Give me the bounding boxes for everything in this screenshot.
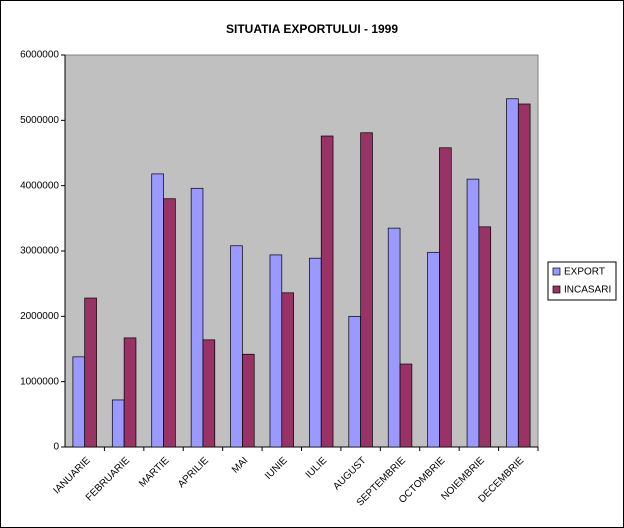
- bar: [202, 339, 216, 448]
- y-tick-label: 3000000: [20, 246, 59, 257]
- y-tick-label: 2000000: [20, 311, 59, 322]
- bar: [506, 98, 519, 448]
- bar: [466, 178, 480, 448]
- legend-swatch: [552, 285, 561, 294]
- bar: [230, 245, 243, 448]
- bar: [387, 227, 401, 448]
- y-tick-label: 1000000: [20, 376, 59, 387]
- bar: [478, 226, 492, 448]
- bar: [163, 198, 176, 448]
- bar: [151, 173, 164, 448]
- bar: [281, 292, 294, 448]
- bar: [72, 356, 86, 448]
- bar: [427, 251, 440, 448]
- plot-area: [64, 54, 539, 448]
- y-tick-label: 6000000: [20, 50, 59, 61]
- legend-swatch: [552, 267, 561, 276]
- bar: [309, 257, 322, 448]
- legend-label: EXPORT: [564, 267, 605, 278]
- bar: [242, 353, 255, 448]
- legend-label: INCASARI: [564, 285, 611, 296]
- bar: [360, 132, 373, 448]
- y-tick-label: 5000000: [20, 115, 59, 126]
- chart-title: SITUATIA EXPORTULUI - 1999: [226, 22, 398, 36]
- bar: [84, 297, 97, 448]
- bar: [517, 103, 531, 448]
- bar: [111, 399, 125, 448]
- bar: [399, 363, 413, 448]
- bar: [320, 135, 334, 448]
- bar: [269, 254, 283, 448]
- bar: [439, 147, 452, 448]
- bar: [123, 337, 137, 448]
- bar: [190, 187, 204, 448]
- y-tick-label: 0: [53, 442, 59, 453]
- y-tick-label: 4000000: [20, 180, 59, 191]
- bar: [348, 315, 361, 448]
